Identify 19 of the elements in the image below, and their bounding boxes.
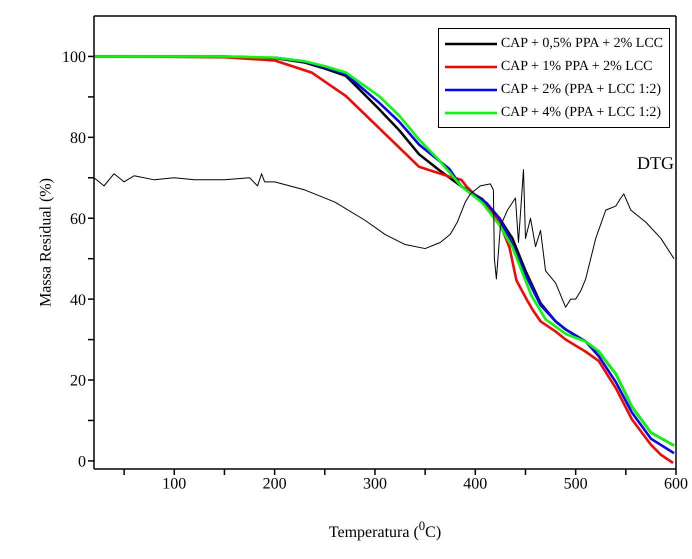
y-tick-label: 20 — [70, 372, 86, 390]
x-tick-label: 300 — [362, 475, 387, 492]
y-tick-label: 80 — [70, 130, 86, 148]
legend-label: CAP + 2% (PPA + LCC 1:2) — [500, 82, 662, 98]
x-tick-label: 400 — [463, 475, 488, 492]
y-tick-label: 100 — [62, 49, 86, 66]
annotation: DTG — [637, 153, 674, 174]
legend-label: CAP + 1% PPA + 2% LCC — [500, 58, 652, 74]
y-tick-label: 0 — [78, 454, 86, 471]
y-tick-label: 60 — [70, 210, 86, 228]
x-tick-label: 100 — [162, 475, 186, 492]
legend-label: CAP + 0,5% PPA + 2% LCC — [500, 36, 663, 52]
x-tick-label: 200 — [262, 475, 287, 492]
x-tick-label: 600 — [664, 475, 688, 492]
x-axis-title: Temperatura ($^{0}$C) — [328, 519, 442, 541]
legend-label: CAP + 4% (PPA + LCC 1:2) — [500, 104, 662, 120]
y-tick-label: 40 — [70, 292, 86, 309]
y-axis-title: Massa Residual (%) — [37, 178, 54, 307]
x-tick-label: 500 — [564, 475, 588, 492]
